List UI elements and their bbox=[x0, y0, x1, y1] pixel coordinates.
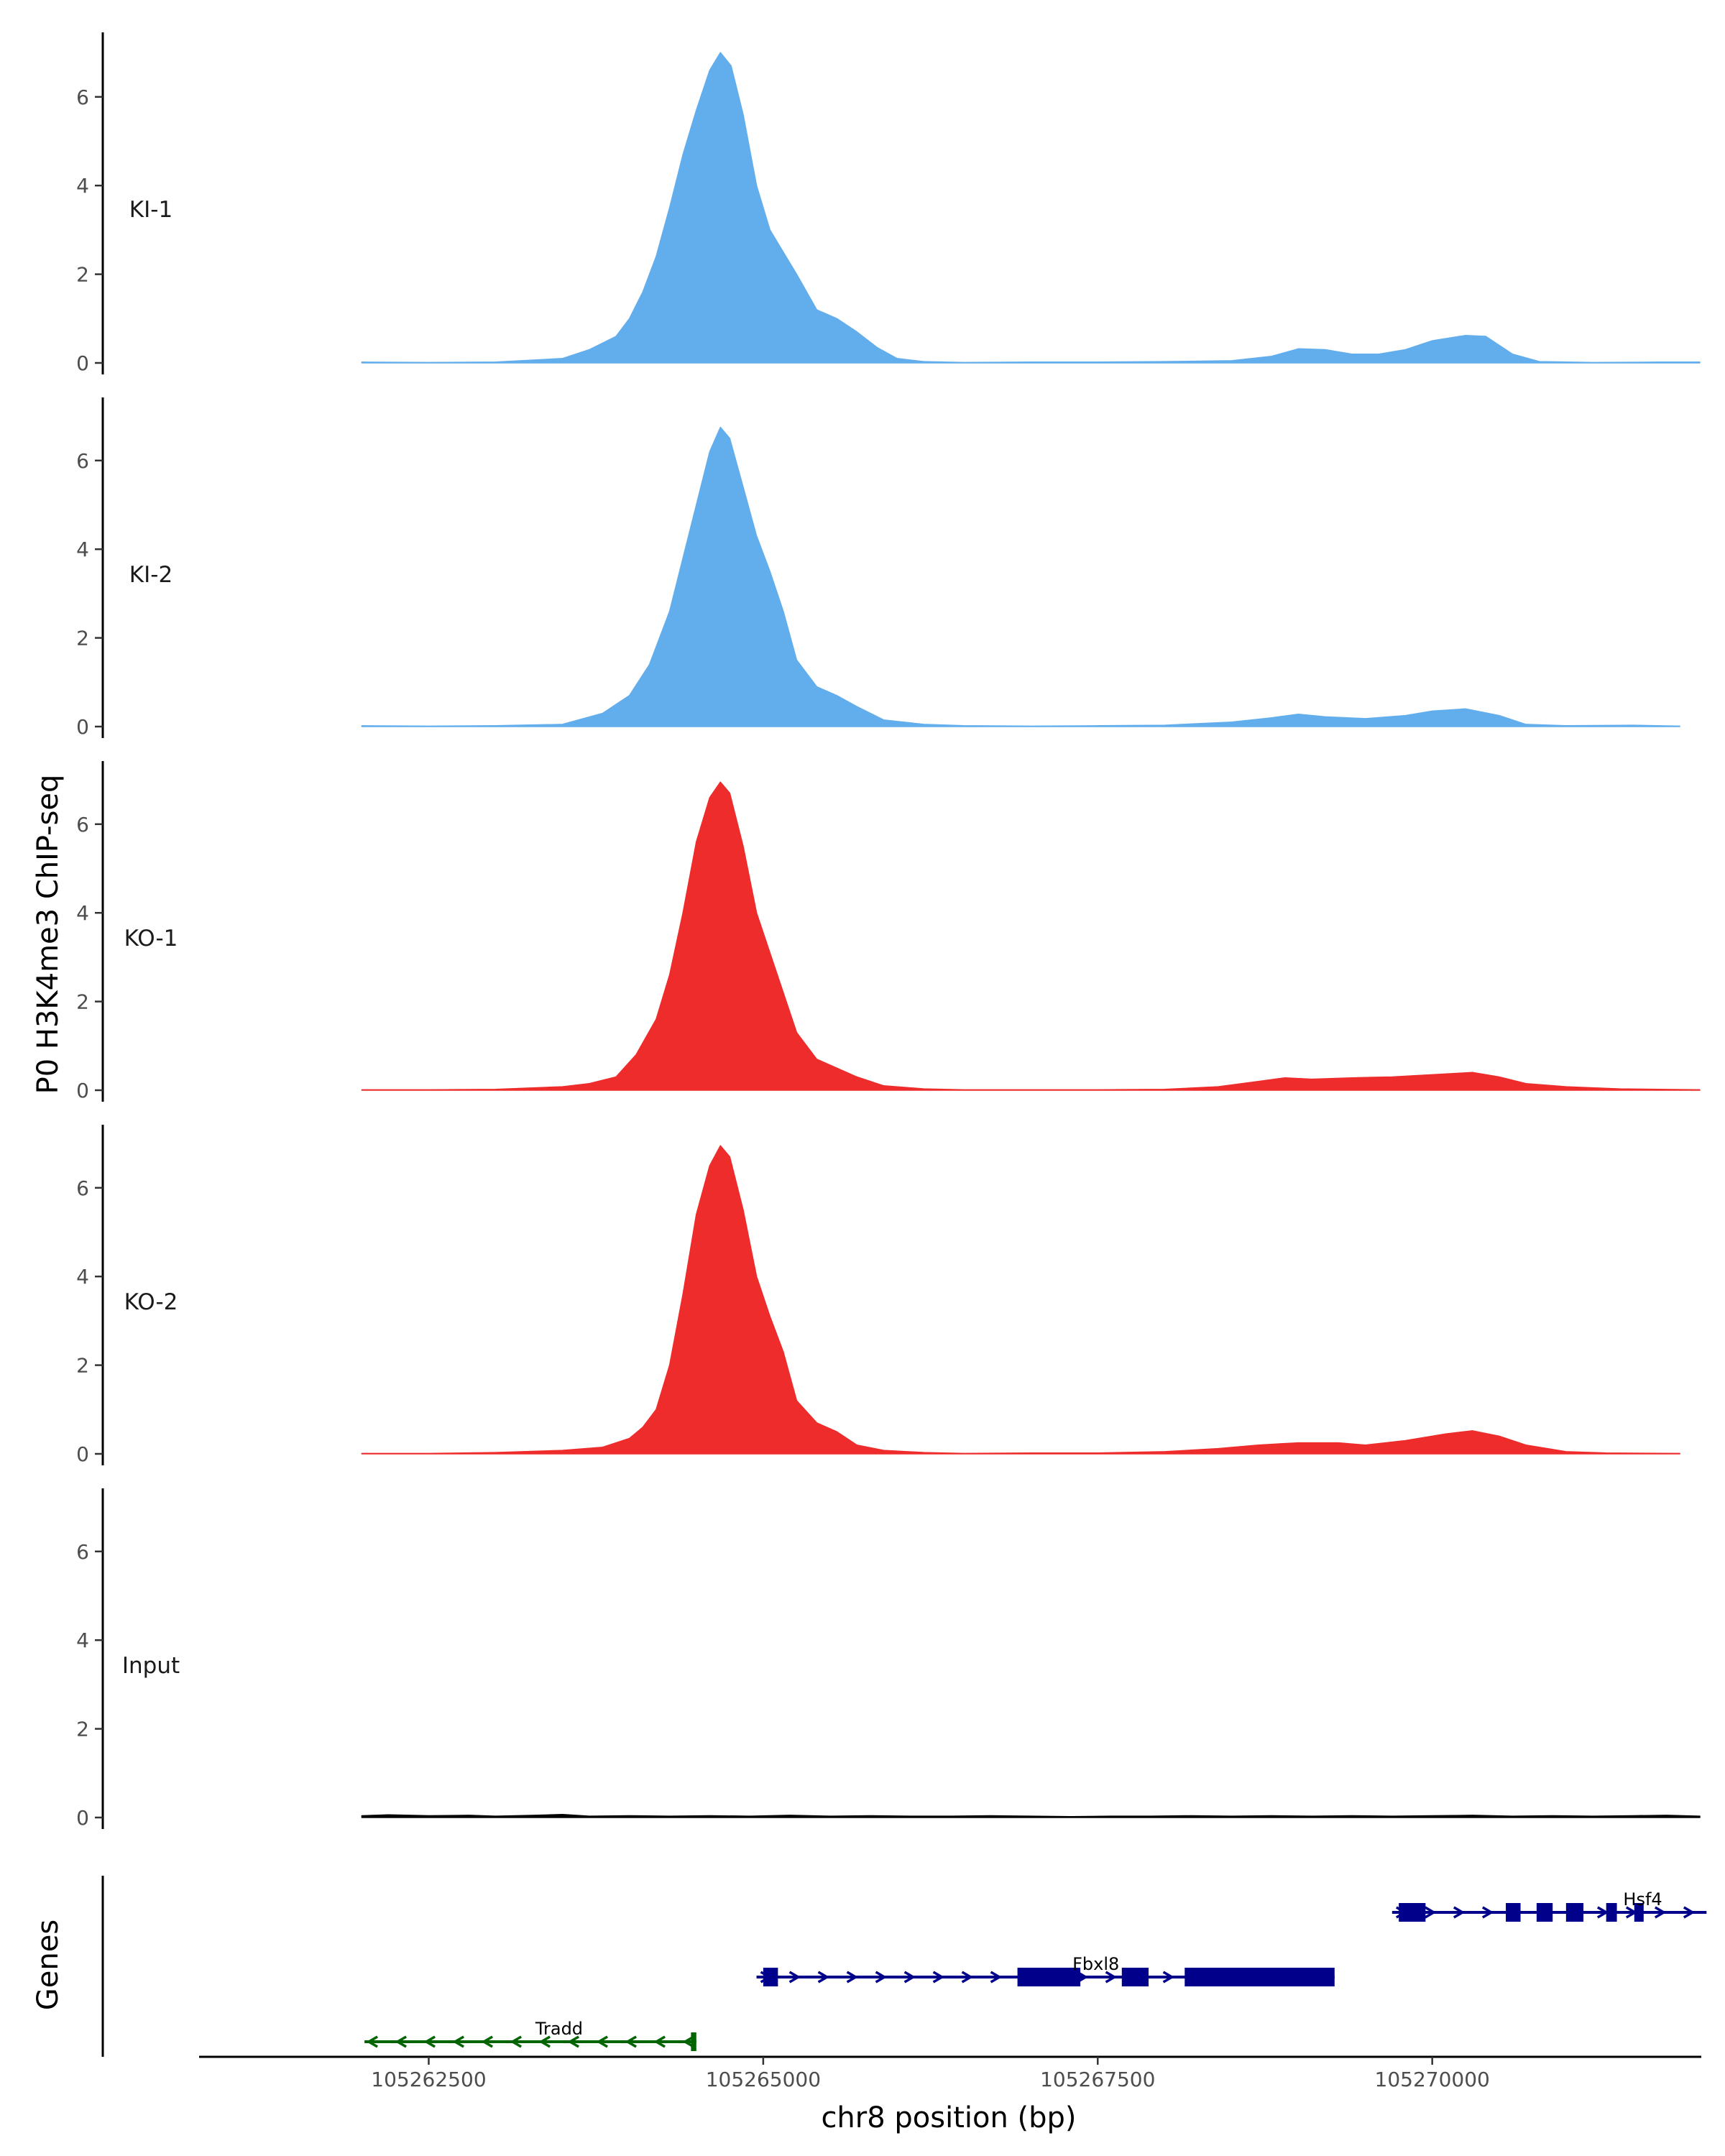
x-tick-label: 105262500 bbox=[371, 2068, 486, 2091]
x-tick-label: 105267500 bbox=[1040, 2068, 1155, 2091]
y-tick-label: 4 bbox=[76, 901, 89, 925]
strand-arrow bbox=[1683, 1906, 1696, 1919]
y-tick-label: 2 bbox=[76, 990, 89, 1014]
strand-arrow bbox=[625, 2035, 637, 2048]
coverage-area-ko-1 bbox=[361, 781, 1701, 1091]
coverage-area-input bbox=[361, 1813, 1701, 1818]
coverage-area-ki-2 bbox=[361, 426, 1680, 727]
exon-block bbox=[1017, 1968, 1081, 1986]
y-tick-label: 4 bbox=[76, 538, 89, 561]
track-ki-2: 0 2 4 6 KI-2 bbox=[76, 397, 1680, 739]
strand-arrow bbox=[682, 2035, 694, 2048]
exon-block bbox=[1399, 1903, 1426, 1922]
strand-arrow bbox=[452, 2035, 464, 2048]
strand-arrow bbox=[596, 2035, 608, 2048]
coverage-area-ki-1 bbox=[361, 52, 1701, 364]
strand-arrow bbox=[846, 1971, 859, 1984]
y-tick-label: 2 bbox=[76, 263, 89, 287]
strand-arrow bbox=[1162, 1971, 1175, 1984]
y-tick-label: 2 bbox=[76, 1718, 89, 1741]
strand-arrow bbox=[423, 2035, 436, 2048]
y-tick-label: 4 bbox=[76, 1265, 89, 1289]
strand-arrow bbox=[567, 2035, 579, 2048]
strand-arrow bbox=[653, 2035, 666, 2048]
gene-label: Hsf4 bbox=[1623, 1889, 1662, 1909]
strand-arrow bbox=[990, 1971, 1003, 1984]
track-input: 0 2 4 6 Input bbox=[76, 1488, 1701, 1830]
y-axis-title: P0 H3K4me3 ChIP-seq bbox=[32, 775, 65, 1095]
strand-arrow bbox=[395, 2035, 407, 2048]
strand-arrow bbox=[817, 1971, 830, 1984]
track-label: KO-1 bbox=[124, 926, 178, 952]
y-tick-label: 6 bbox=[76, 449, 89, 473]
gene-label: Tradd bbox=[535, 2019, 583, 2039]
gene-annotation-panel: 105262500 105265000 105267500 105270000 Hsf4… bbox=[101, 1876, 1707, 2091]
exon-block bbox=[1565, 1903, 1584, 1922]
strand-arrow bbox=[481, 2035, 493, 2048]
strand-arrow bbox=[875, 1971, 888, 1984]
gene-hsf4: Hsf4 bbox=[1392, 1889, 1707, 1922]
strand-arrow bbox=[932, 1971, 945, 1984]
strand-arrow bbox=[903, 1971, 916, 1984]
exon-block bbox=[1606, 1903, 1617, 1922]
y-tick-label: 0 bbox=[76, 1806, 89, 1830]
strand-arrow bbox=[1424, 1906, 1437, 1919]
track-ki-1: 0 2 4 6 KI-1 bbox=[76, 32, 1701, 375]
exon-block bbox=[763, 1968, 778, 1986]
gene-fbxl8: Fbxl8 bbox=[756, 1954, 1335, 1986]
track-label: KI-2 bbox=[129, 562, 172, 588]
genes-panel-title: Genes bbox=[32, 1920, 65, 2010]
x-tick-label: 105265000 bbox=[706, 2068, 821, 2091]
exon-block bbox=[1536, 1903, 1553, 1922]
exon-block bbox=[1121, 1968, 1149, 1986]
strand-arrow bbox=[961, 1971, 974, 1984]
coverage-tracks: 0 2 4 6 KI-1 0 2 4 6 KI-2 0 2 4 6 KO-1 0 2 4 6 KO-2 0 2 4 6 Inpu… bbox=[76, 32, 1701, 1830]
y-tick-label: 4 bbox=[76, 174, 89, 198]
exon-block bbox=[1184, 1968, 1335, 1986]
y-tick-label: 2 bbox=[76, 1354, 89, 1378]
y-tick-label: 6 bbox=[76, 1540, 89, 1564]
exon-block bbox=[1634, 1903, 1644, 1922]
y-tick-label: 6 bbox=[76, 86, 89, 109]
x-axis-title: chr8 position (bp) bbox=[821, 2101, 1076, 2134]
strand-arrow bbox=[510, 2035, 522, 2048]
gene-label: Fbxl8 bbox=[1072, 1954, 1119, 1974]
strand-arrow bbox=[1105, 1971, 1118, 1984]
coverage-area-ko-2 bbox=[361, 1145, 1680, 1455]
exon-block bbox=[1506, 1903, 1521, 1922]
strand-arrow bbox=[538, 2035, 551, 2048]
track-ko-1: 0 2 4 6 KO-1 bbox=[76, 761, 1701, 1102]
strand-arrow bbox=[1481, 1906, 1494, 1919]
track-ko-2: 0 2 4 6 KO-2 bbox=[76, 1125, 1680, 1466]
track-label: KO-2 bbox=[124, 1289, 178, 1315]
y-tick-label: 6 bbox=[76, 1176, 89, 1200]
y-tick-label: 0 bbox=[76, 1442, 89, 1466]
y-tick-label: 0 bbox=[76, 715, 89, 739]
strand-arrow bbox=[788, 1971, 801, 1984]
y-tick-label: 4 bbox=[76, 1628, 89, 1652]
gene-tradd: Tradd bbox=[364, 2019, 696, 2051]
exon-block bbox=[691, 2032, 696, 2051]
y-tick-label: 2 bbox=[76, 627, 89, 650]
x-tick-label: 105270000 bbox=[1375, 2068, 1490, 2091]
y-tick-label: 6 bbox=[76, 813, 89, 837]
y-tick-label: 0 bbox=[76, 1079, 89, 1102]
strand-arrow bbox=[1453, 1906, 1466, 1919]
strand-arrow bbox=[1654, 1906, 1667, 1919]
track-label: Input bbox=[122, 1653, 180, 1679]
y-tick-label: 0 bbox=[76, 351, 89, 375]
strand-arrow bbox=[366, 2035, 378, 2048]
track-label: KI-1 bbox=[129, 197, 172, 223]
